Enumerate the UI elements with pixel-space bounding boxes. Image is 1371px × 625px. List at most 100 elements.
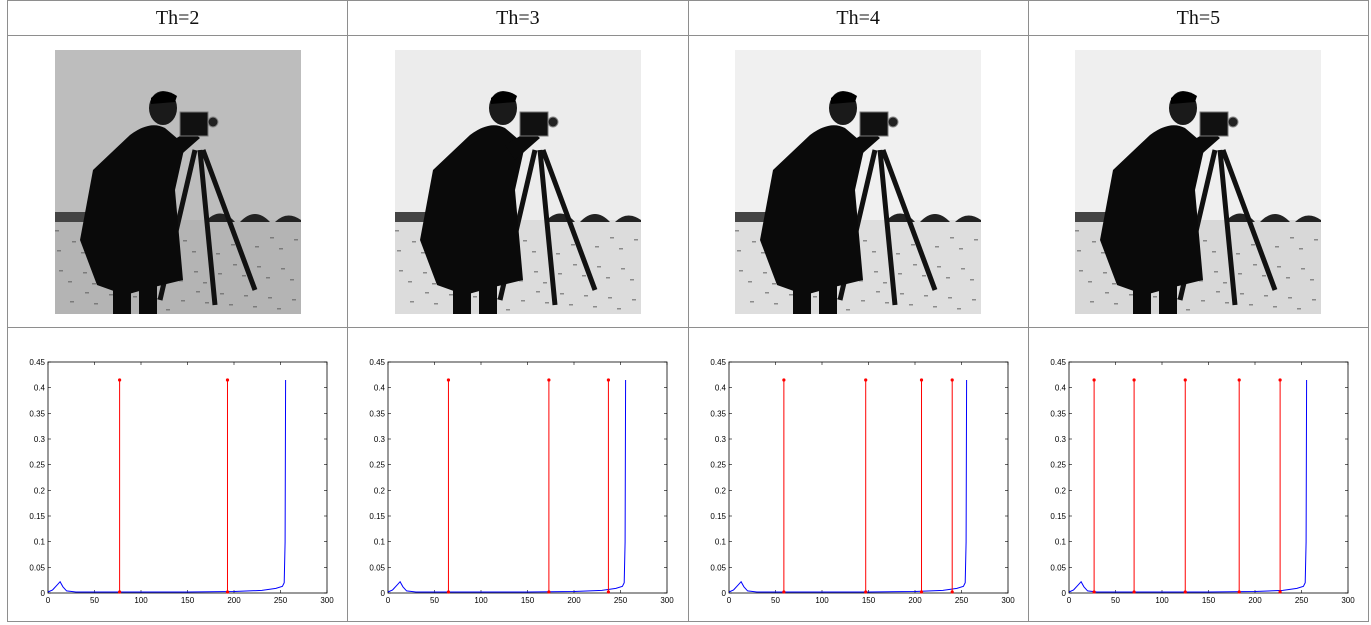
ground-speckle [874, 270, 879, 272]
ground-speckle [289, 278, 294, 280]
person-hair-shape [1171, 90, 1198, 104]
person-leg-shape [112, 279, 131, 314]
ground-speckle [472, 295, 477, 297]
ground-speckle [219, 292, 224, 294]
camera-lens-shape [1227, 116, 1239, 127]
threshold-marker [118, 377, 122, 382]
ground-speckle [448, 293, 453, 295]
y-tick-label: 0.45 [30, 358, 46, 367]
y-tick-label: 0.15 [370, 512, 386, 521]
ground-speckle [1201, 299, 1206, 301]
ground-speckle [56, 249, 61, 251]
ground-speckle [594, 245, 599, 247]
ground-speckle [1101, 251, 1106, 253]
ground-speckle [581, 274, 586, 276]
y-tick-label: 0.3 [374, 435, 386, 444]
ground-speckle [204, 301, 209, 303]
ground-speckle [265, 276, 270, 278]
ground-speckle [1277, 265, 1282, 267]
threshold-base-marker [547, 589, 551, 594]
y-tick-label: 0.2 [374, 486, 386, 495]
ground-speckle [1251, 243, 1256, 245]
camera-lens-shape [547, 116, 559, 127]
y-tick-label: 0.15 [710, 512, 726, 521]
person-coat-shape [79, 124, 185, 295]
ground-speckle [896, 252, 901, 254]
threshold-base-marker [781, 589, 786, 594]
ground-speckle [948, 296, 953, 298]
ground-speckle [1249, 303, 1254, 305]
histogram-line [1068, 379, 1307, 592]
ground-speckle [531, 250, 536, 252]
ground-speckle [859, 279, 864, 281]
ground-speckle [278, 247, 283, 249]
ground-speckle [71, 240, 76, 242]
threshold-marker [863, 377, 867, 382]
ground-speckle [559, 292, 564, 294]
ground-speckle [108, 293, 113, 295]
ground-speckle [232, 263, 237, 265]
ground-speckle [607, 296, 612, 298]
ground-speckle [885, 301, 890, 303]
ground-speckle [409, 300, 414, 302]
threshold-marker [1132, 377, 1136, 382]
image-cell [6, 35, 349, 328]
ground-speckle [254, 245, 259, 247]
y-tick-label: 0.15 [1050, 512, 1066, 521]
ground-speckle [1114, 302, 1119, 304]
histogram-chart: 0 0.05 0.1 0.15 0.2 0.25 0.3 0.35 0.4 0.45 0 50 100 1… [370, 358, 675, 605]
ground-speckle [544, 301, 549, 303]
y-tick-label: 0.4 [374, 383, 386, 392]
ground-speckle [1153, 295, 1158, 297]
ground-speckle [555, 252, 560, 254]
ground-speckle [739, 269, 744, 271]
ground-speckle [84, 291, 89, 293]
cameraman-image [54, 49, 301, 314]
threshold-base-marker [1237, 589, 1241, 594]
ground-speckle [924, 294, 929, 296]
ground-speckle [846, 308, 851, 310]
ground-speckle [789, 293, 794, 295]
plot-axes-box [47, 361, 328, 593]
x-tick-label: 150 [521, 596, 535, 605]
x-tick-label: 250 [614, 596, 628, 605]
y-tick-label: 0.35 [30, 409, 46, 418]
threshold-marker [1237, 377, 1241, 382]
threshold-base-marker [1278, 589, 1282, 594]
y-tick-label: 0.05 [1050, 563, 1066, 572]
threshold-marker [226, 377, 230, 382]
ground-speckle [974, 238, 979, 240]
camera-shape [179, 111, 209, 136]
ground-speckle [520, 299, 525, 301]
ground-speckle [620, 267, 625, 269]
ground-speckle [215, 252, 220, 254]
header-th5: Th=5 [1027, 0, 1370, 36]
threshold-base-marker [950, 589, 954, 594]
image-cell [687, 35, 1029, 328]
ground-speckle [180, 299, 185, 301]
y-tick-label: 0.25 [1050, 460, 1066, 469]
ground-speckle [243, 294, 248, 296]
ground-speckle [165, 308, 170, 310]
person-arm-shape [504, 129, 540, 160]
threshold-base-marker [226, 589, 230, 594]
ground-speckle [922, 274, 927, 276]
ground-speckle [256, 265, 261, 267]
ground-speckle [267, 296, 272, 298]
person-hair-shape [150, 90, 177, 104]
y-tick-label: 0.25 [30, 460, 46, 469]
header-th3: Th=3 [347, 0, 689, 36]
ground-speckle [1212, 250, 1217, 252]
x-tick-label: 50 [90, 596, 99, 605]
person-coat-shape [760, 124, 866, 295]
ground-speckle [748, 280, 753, 282]
ground-speckle [1225, 301, 1230, 303]
ground-speckle [396, 249, 401, 251]
x-tick-label: 0 [1067, 596, 1072, 605]
ground-speckle [191, 250, 196, 252]
camera-lens-shape [887, 116, 899, 127]
ground-speckle [293, 238, 298, 240]
ground-speckle [616, 307, 621, 309]
person-leg-shape [1133, 279, 1152, 314]
person-coat-shape [419, 124, 525, 295]
